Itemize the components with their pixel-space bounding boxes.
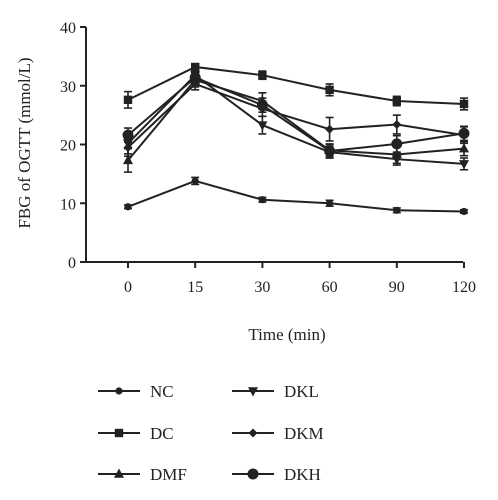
legend-label-dkl: DKL — [284, 382, 319, 401]
series-line-dc — [127, 65, 465, 105]
x-tick-label: 30 — [254, 279, 270, 296]
legend-label-dc: DC — [150, 424, 174, 443]
point-nc — [191, 177, 199, 185]
point-dc — [459, 99, 469, 109]
point-dmf — [123, 154, 133, 165]
legend-marker-nc — [115, 387, 123, 395]
y-tick-label: 30 — [60, 79, 76, 96]
point-nc — [393, 206, 401, 214]
legend-marker-dc — [114, 428, 124, 438]
y-axis-title: FBG of OGTT (mmol/L) — [15, 57, 34, 228]
point-dkh — [391, 138, 403, 150]
legend-marker-dkl — [248, 387, 258, 397]
point-dkm — [123, 142, 133, 152]
legend-marker-dkh — [247, 468, 259, 480]
point-dkh — [122, 129, 134, 141]
x-tick-label: 120 — [452, 279, 476, 296]
point-dc — [123, 95, 133, 105]
point-dc — [191, 62, 200, 72]
legend-item-nc: NC — [98, 382, 174, 401]
legend-item-dkh: DKH — [232, 465, 321, 484]
legend-label-dkm: DKM — [284, 424, 324, 443]
point-dkl — [257, 121, 268, 131]
legend-item-dkm: DKM — [232, 424, 324, 443]
legend: NC DC DMF DKL DKM DKH — [98, 382, 324, 484]
point-dkm — [325, 124, 335, 134]
plot-area: 0 10 20 30 40 0 15 30 60 90 120 — [60, 20, 476, 296]
legend-label-nc: NC — [150, 382, 174, 401]
point-dc — [258, 70, 267, 80]
x-axis-title: Time (min) — [248, 325, 325, 344]
point-nc — [460, 207, 468, 216]
legend-label-dmf: DMF — [150, 465, 187, 484]
series-dkm — [123, 77, 469, 158]
y-tick-label: 10 — [60, 196, 76, 213]
y-tick-label: 40 — [60, 20, 76, 37]
point-nc — [326, 199, 334, 207]
point-dkh — [189, 72, 201, 84]
series-dkh — [122, 70, 470, 159]
point-nc — [258, 196, 266, 204]
legend-marker-dkm — [248, 428, 258, 438]
series-nc — [124, 176, 468, 216]
legend-item-dc: DC — [98, 424, 174, 443]
legend-marker-dmf — [114, 468, 124, 478]
point-dkl — [459, 160, 469, 170]
point-dkm — [392, 120, 402, 130]
point-dc — [325, 85, 334, 95]
legend-item-dmf: DMF — [98, 465, 187, 484]
point-dc — [392, 96, 401, 106]
x-tick-label: 15 — [187, 279, 203, 296]
legend-item-dkl: DKL — [232, 382, 319, 401]
x-tick-label: 0 — [124, 279, 132, 296]
x-tick-label: 90 — [389, 279, 405, 296]
point-dkh — [458, 127, 470, 139]
series-line-nc — [127, 179, 465, 213]
y-tick-label: 0 — [68, 255, 76, 272]
point-dkl — [391, 155, 402, 165]
point-dkh — [256, 99, 268, 111]
x-tick-label: 60 — [322, 279, 338, 296]
series-line-dkh — [127, 76, 465, 152]
point-nc — [124, 203, 132, 211]
point-dmf — [459, 143, 469, 153]
point-dkh — [324, 145, 336, 157]
series-line-dkm — [127, 82, 465, 149]
legend-label-dkh: DKH — [284, 465, 321, 484]
y-tick-label: 20 — [60, 138, 76, 155]
series-dmf — [123, 72, 469, 173]
